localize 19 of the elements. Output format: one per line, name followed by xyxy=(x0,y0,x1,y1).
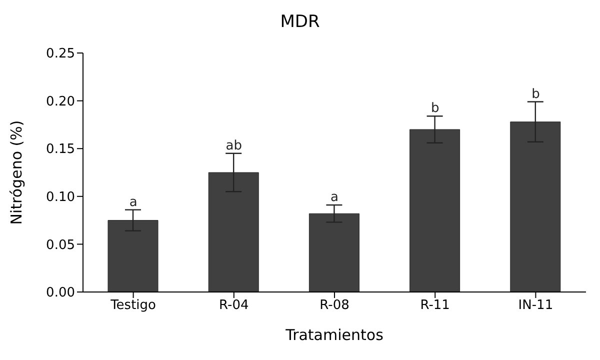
y-tick-label: 0.15 xyxy=(46,142,75,158)
x-tick-label: R-08 xyxy=(320,298,350,314)
chart-title: MDR xyxy=(279,12,321,32)
x-tick-label: R-11 xyxy=(420,298,450,314)
x-tick-label: IN-11 xyxy=(518,298,554,314)
y-tick-label: 0.00 xyxy=(46,286,75,301)
y-tick-label: 0.10 xyxy=(46,190,75,206)
y-axis-title: Nitrógeno (%) xyxy=(7,120,26,225)
annotation: b xyxy=(430,101,440,116)
x-axis-title: Tratamientos xyxy=(284,326,384,344)
y-tick-label: 0.25 xyxy=(46,46,75,62)
annotation: a xyxy=(330,190,338,206)
x-tick-label: Testigo xyxy=(110,298,156,314)
x-tick-label: R-04 xyxy=(219,298,249,314)
y-tick-label: 0.05 xyxy=(46,238,75,253)
y-tick-label: 0.20 xyxy=(46,94,75,110)
annotation: ab xyxy=(226,138,242,154)
annotation: b xyxy=(532,86,540,102)
annotation: a xyxy=(129,194,138,210)
